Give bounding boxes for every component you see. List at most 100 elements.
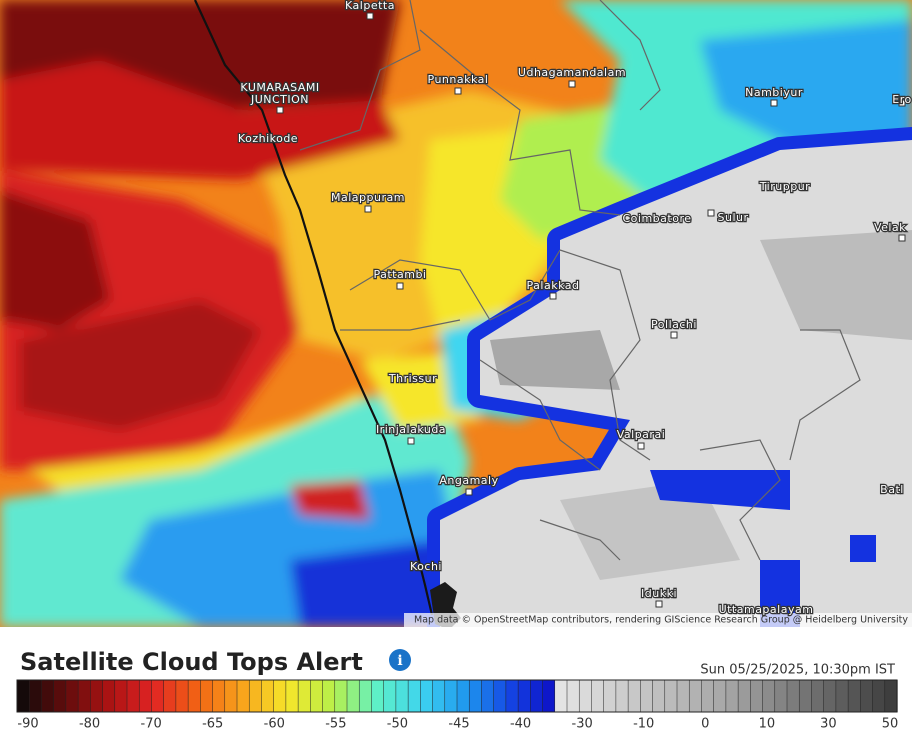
legend-swatch (591, 679, 605, 713)
place-marker (707, 209, 715, 217)
legend-tick-label: -90 (17, 717, 38, 732)
legend-swatch (652, 679, 666, 713)
legend-swatch (847, 679, 861, 713)
legend-swatch (505, 679, 519, 713)
place-marker (637, 442, 645, 450)
legend-swatch (688, 679, 703, 713)
legend-swatch (187, 679, 201, 713)
legend-swatch (603, 679, 617, 713)
legend-tick-label: 10 (759, 717, 776, 732)
place-label: Kochi (410, 560, 442, 573)
legend-swatch (224, 679, 238, 713)
place-label: Malappuram (331, 191, 405, 204)
timestamp: Sun 05/25/2025, 10:30pm IST (700, 663, 895, 678)
legend-tick-label: 0 (701, 717, 709, 732)
legend-swatch (16, 679, 30, 713)
legend-swatch (346, 679, 360, 713)
place-marker (549, 292, 557, 300)
place-marker (396, 282, 404, 290)
place-marker (568, 80, 576, 88)
legend-swatch (872, 679, 886, 713)
legend-swatch (456, 679, 470, 713)
place-marker (670, 331, 678, 339)
place-label: Udhagamandalam (518, 66, 626, 79)
place-label: Velak (874, 221, 906, 234)
legend-swatch (371, 679, 385, 713)
info-icon[interactable]: i (389, 649, 411, 671)
legend-swatch (395, 679, 409, 713)
legend-swatch (358, 679, 373, 713)
legend-swatch (407, 679, 421, 713)
place-label: Nambiyur (745, 86, 803, 99)
legend-swatch (334, 679, 348, 713)
legend-swatch (627, 679, 641, 713)
svg-text:i: i (397, 653, 402, 669)
legend-swatch (823, 679, 837, 713)
place-label: Idukki (641, 587, 677, 600)
place-marker (655, 600, 663, 608)
legend-swatch (676, 679, 690, 713)
legend-swatch (77, 679, 91, 713)
legend-swatch (750, 679, 764, 713)
legend-swatch (65, 679, 79, 713)
legend-swatch (762, 679, 776, 713)
legend-swatch (701, 679, 715, 713)
color-legend: -90 -80 -70 -65 -60 -55 -50 -45 -40 -30 -10 0 10 30 50 (16, 679, 898, 732)
legend-swatch (786, 679, 800, 713)
legend-swatch (860, 679, 874, 713)
place-marker (465, 488, 473, 496)
legend-swatch (664, 679, 678, 713)
legend-swatch (151, 679, 165, 713)
legend-swatch (297, 679, 311, 713)
legend-swatch (90, 679, 104, 713)
legend-swatch (811, 679, 825, 713)
place-label: Batl (880, 483, 904, 496)
legend-swatch (725, 679, 739, 713)
place-label: Kozhikode (238, 132, 298, 145)
place-label: Irinjalakuda (376, 423, 446, 436)
legend-swatch (41, 679, 55, 713)
place-label: Valparai (617, 428, 666, 441)
legend-swatch (28, 679, 43, 713)
legend-tick-label: -70 (141, 717, 162, 732)
legend-swatch (493, 679, 507, 713)
legend-tick-label: -55 (325, 717, 346, 732)
legend-swatch (578, 679, 593, 713)
place-marker (364, 205, 372, 213)
place-label: Coimbatore (623, 212, 692, 225)
legend-swatch (615, 679, 629, 713)
legend-swatch (774, 679, 788, 713)
place-label: Angamaly (439, 474, 498, 487)
legend-swatch (517, 679, 531, 713)
legend-tick-label: -80 (79, 717, 100, 732)
place-label: JUNCTION (250, 93, 309, 106)
place-label: Uttamapalayam (719, 603, 814, 616)
legend-swatch (273, 679, 287, 713)
legend-swatch (383, 679, 397, 713)
place-marker (770, 99, 778, 107)
legend-swatch (53, 679, 67, 713)
legend-tick-label: -40 (510, 717, 531, 732)
legend-swatch (212, 679, 226, 713)
legend-swatch (236, 679, 250, 713)
place-marker (407, 437, 415, 445)
legend-swatch (640, 679, 654, 713)
place-label: Tiruppur (759, 180, 810, 193)
legend-swatch (481, 679, 495, 713)
legend-tick-label: -65 (202, 717, 223, 732)
legend-tick-label: 30 (820, 717, 837, 732)
place-marker (898, 234, 906, 242)
legend-frame (16, 679, 898, 713)
legend-swatch (468, 679, 483, 713)
legend-swatch (248, 679, 263, 713)
legend-swatch (737, 679, 751, 713)
legend-swatch (444, 679, 458, 713)
legend-swatch (163, 679, 177, 713)
place-marker (898, 99, 906, 107)
legend-swatch (432, 679, 446, 713)
place-label: KUMARASAMI (240, 81, 319, 94)
legend-swatch (884, 679, 898, 713)
place-marker (366, 12, 374, 20)
